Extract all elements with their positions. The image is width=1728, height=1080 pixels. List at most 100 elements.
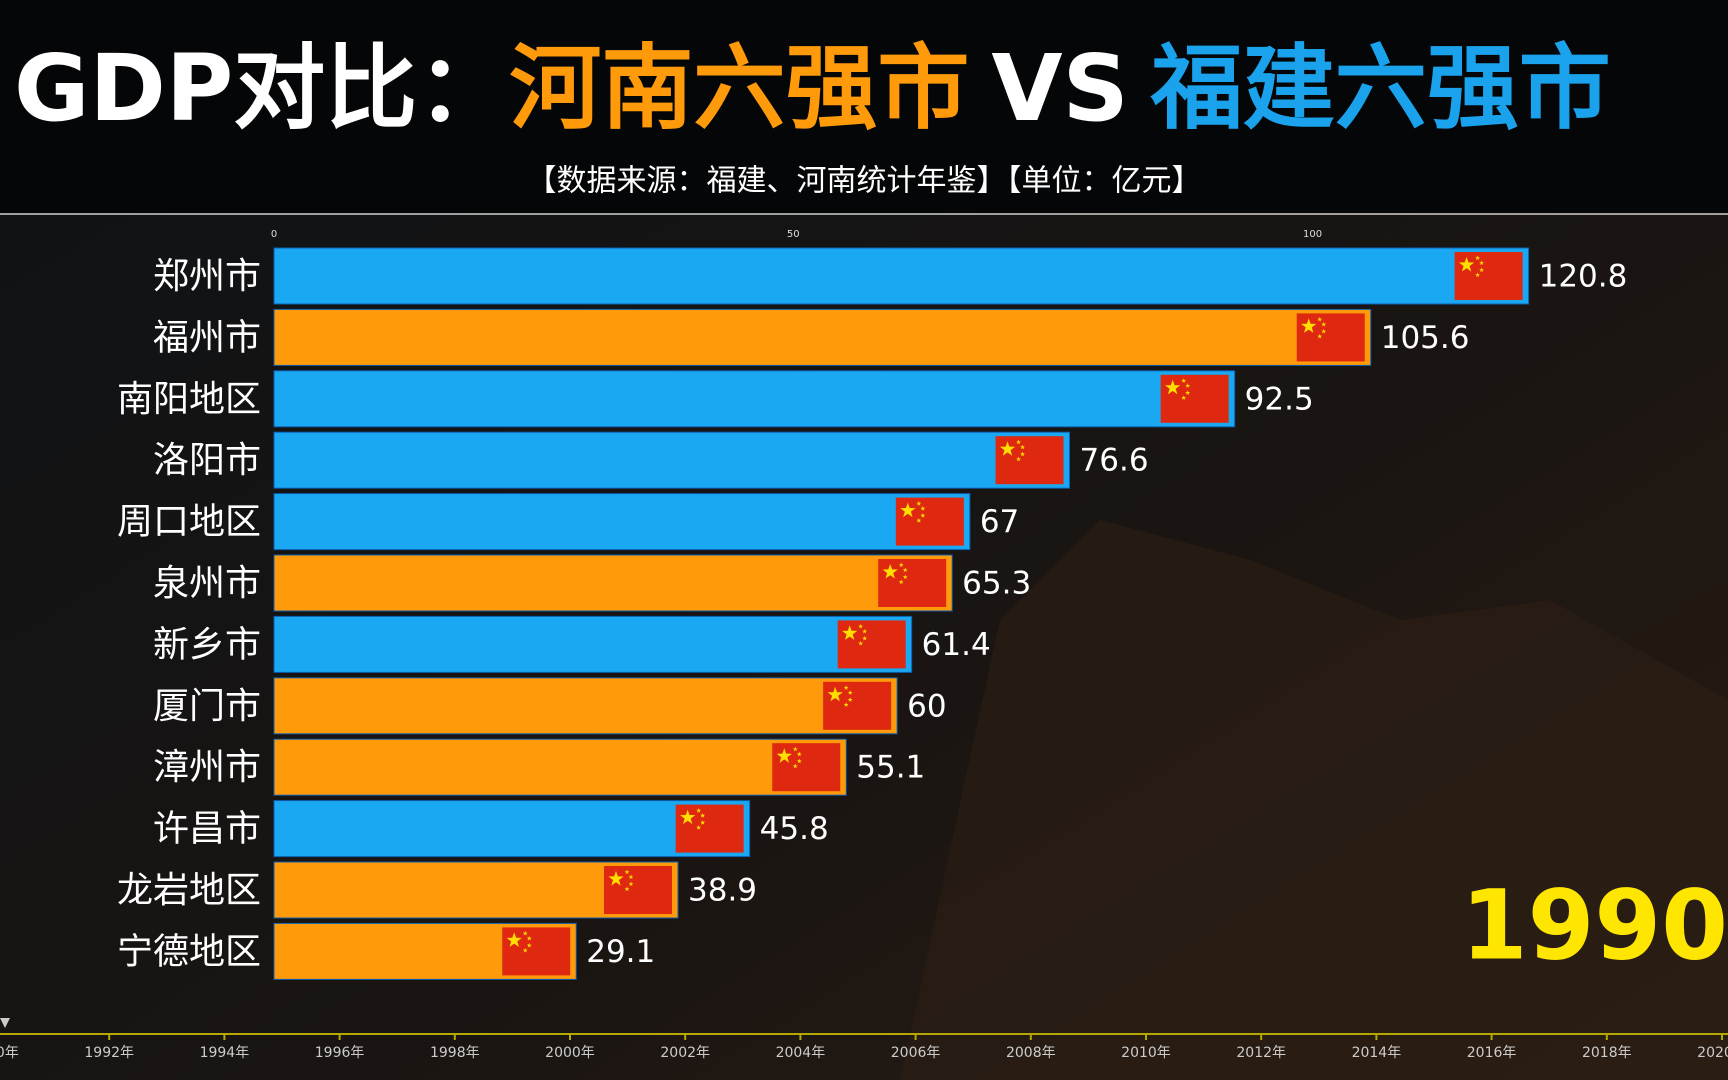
- y-tick-label: 许昌市: [153, 809, 261, 850]
- y-tick-label: 厦门市: [153, 686, 261, 727]
- flag: [675, 804, 744, 853]
- bar: [273, 308, 1372, 366]
- title-part: VS: [991, 35, 1128, 142]
- timeline-label: 2006年: [891, 1045, 941, 1061]
- bar: [273, 615, 913, 673]
- flag-star: [628, 874, 634, 880]
- flag-star: [1475, 255, 1481, 261]
- y-tick-label: 南阳地区: [117, 379, 261, 420]
- flag-star: [792, 763, 798, 769]
- flag-star: [796, 758, 802, 764]
- timeline-label: 1990年: [0, 1045, 19, 1061]
- flag-star: [526, 942, 532, 948]
- timeline-label: 2018年: [1582, 1045, 1632, 1061]
- flag-star: [862, 628, 868, 634]
- value-label: 38.9: [688, 873, 757, 909]
- flag-star: [858, 640, 864, 646]
- flag: [1160, 374, 1229, 423]
- value-label: 45.8: [760, 811, 829, 847]
- y-tick-label: 漳州市: [153, 747, 261, 788]
- bar: [273, 677, 898, 735]
- flag-star: [624, 869, 630, 875]
- value-label: 120.8: [1539, 259, 1628, 295]
- flag-star: [776, 748, 792, 763]
- bar: [273, 431, 1071, 489]
- flag: [604, 866, 673, 914]
- flag: [995, 436, 1064, 485]
- y-tick-label: 新乡市: [153, 624, 261, 665]
- value-label: 61.4: [922, 627, 991, 663]
- flag-star: [792, 746, 798, 752]
- flag-star: [1321, 328, 1327, 334]
- value-label: 105.6: [1381, 320, 1470, 356]
- value-label: 65.3: [962, 566, 1031, 602]
- flag-star: [842, 625, 858, 640]
- flag: [772, 743, 841, 792]
- flag-star: [898, 579, 904, 585]
- header-band: [0, 0, 1728, 214]
- flag-star: [608, 871, 624, 886]
- x-tick-label: 0: [271, 229, 277, 240]
- flag-star: [1020, 451, 1025, 457]
- title-part: 福建六强市: [1150, 35, 1611, 142]
- bar: [273, 800, 751, 858]
- flag-star: [1317, 316, 1323, 322]
- value-label: 55.1: [856, 750, 925, 786]
- bar: [273, 370, 1236, 428]
- timeline-label: 1992年: [84, 1045, 134, 1061]
- flag-star: [882, 564, 898, 579]
- flag-star: [900, 502, 916, 518]
- bar: [273, 554, 953, 612]
- flag-star: [700, 820, 706, 825]
- flag-star: [1321, 321, 1327, 327]
- timeline-label: 2010年: [1121, 1045, 1171, 1061]
- flag-star: [624, 886, 630, 892]
- flag-star: [902, 574, 908, 580]
- timeline-label: 1996年: [315, 1045, 365, 1061]
- timeline-label: 2014年: [1352, 1045, 1402, 1061]
- flag-star: [1185, 383, 1191, 388]
- flag: [1454, 252, 1523, 300]
- mountain: [900, 520, 1728, 1080]
- flag-star: [1301, 318, 1317, 333]
- timeline-label: 1994年: [200, 1045, 250, 1061]
- flag-star: [700, 813, 706, 818]
- timeline-label: 2000年: [545, 1045, 595, 1061]
- flag: [823, 681, 892, 730]
- value-label: 92.5: [1245, 381, 1314, 417]
- flag-star: [843, 685, 849, 690]
- bar: [273, 738, 847, 796]
- flag-star: [898, 562, 904, 568]
- flag-star: [1181, 395, 1187, 400]
- timeline-label: 2002年: [660, 1045, 710, 1061]
- flag-star: [858, 623, 864, 629]
- timeline-label: 2004年: [776, 1045, 826, 1061]
- timeline-pointer: [0, 1018, 10, 1028]
- flag-star: [1185, 390, 1191, 395]
- flag-star: [916, 518, 922, 523]
- flag-star: [920, 506, 926, 511]
- timeline-label: 1998年: [430, 1045, 480, 1061]
- title-part: GDP对比：: [14, 35, 509, 142]
- flag-star: [1020, 444, 1025, 450]
- y-tick-label: 龙岩地区: [117, 870, 261, 911]
- bar: [273, 247, 1530, 305]
- timeline-label: 2016年: [1467, 1045, 1517, 1061]
- flag-star: [1479, 267, 1485, 273]
- subtitle: 【数据来源：福建、河南统计年鉴】【单位：亿元】: [527, 164, 1202, 199]
- flag-star: [628, 881, 634, 887]
- flag-star: [1181, 378, 1187, 383]
- flag: [502, 927, 571, 976]
- y-tick-label: 郑州市: [153, 256, 261, 297]
- flag-star: [506, 932, 522, 947]
- bar: [273, 493, 971, 551]
- flag-star: [1475, 272, 1481, 278]
- flag-star: [1016, 439, 1021, 445]
- value-label: 67: [980, 504, 1019, 540]
- flag-star: [522, 947, 528, 953]
- y-tick-label: 周口地区: [117, 502, 261, 543]
- flag-star: [920, 513, 926, 518]
- flag-star: [847, 690, 853, 695]
- y-tick-label: 洛阳市: [153, 440, 261, 481]
